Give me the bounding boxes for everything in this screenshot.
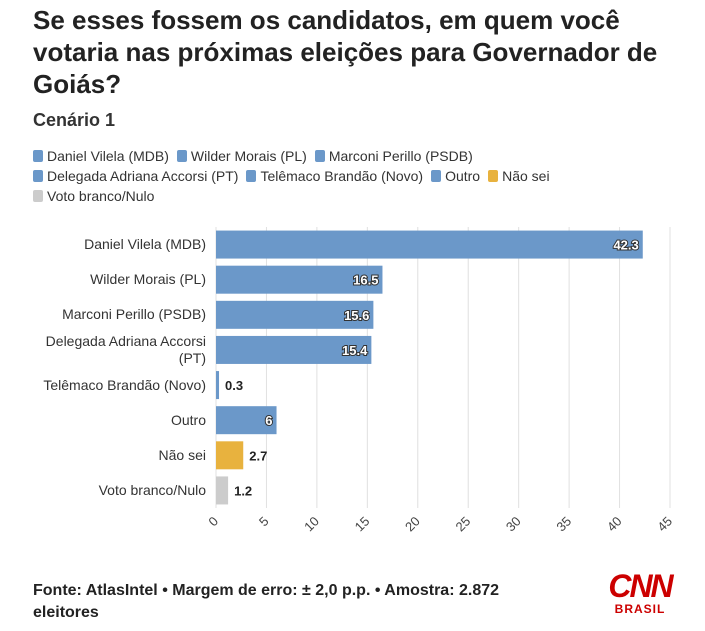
bar (216, 335, 372, 364)
legend-label: Telêmaco Brandão (Novo) (260, 168, 424, 184)
y-tick-label: Wilder Morais (PL) (90, 271, 206, 288)
y-tick-label: Voto branco/Nulo (98, 481, 206, 498)
bar (216, 300, 374, 329)
bar (216, 476, 229, 505)
legend-label: Marconi Perillo (PSDB) (328, 148, 473, 164)
logo: CNN BRASIL (600, 570, 680, 616)
x-tick-label: 25 (453, 514, 474, 535)
value-label: 42.3 (613, 238, 638, 253)
y-tick-label: Não sei (158, 446, 206, 463)
legend-label: Delegada Adriana Accorsi (PT) (47, 168, 239, 184)
x-tick-label: 0 (205, 514, 221, 530)
legend-swatch (33, 170, 43, 182)
legend-item: Voto branco/Nulo (33, 187, 154, 205)
value-label: 6 (265, 413, 272, 428)
x-tick-label: 30 (503, 514, 524, 535)
legend-swatch (33, 150, 43, 162)
legend-label: Wilder Morais (PL) (190, 148, 307, 164)
legend-item: Telêmaco Brandão (Novo) (246, 167, 423, 185)
x-tick-label: 5 (256, 514, 272, 530)
value-label: 16.5 (353, 273, 378, 288)
y-tick-label: Daniel Vilela (MDB) (84, 236, 206, 253)
legend-swatch (314, 150, 325, 162)
legend-item: Daniel Vilela (MDB) (33, 147, 169, 165)
legend-label: Outro (445, 168, 481, 184)
x-tick-label: 10 (301, 514, 322, 535)
legend-label: Daniel Vilela (MDB) (47, 148, 169, 164)
logo-text: CNN (608, 568, 673, 604)
x-tick-label: 45 (654, 514, 675, 535)
bar (216, 406, 277, 435)
chart-subtitle: Cenário 1 (33, 110, 116, 130)
value-label: 15.6 (344, 308, 369, 323)
legend-item: Delegada Adriana Accorsi (PT) (33, 167, 238, 185)
legend-item: Não sei (488, 167, 550, 185)
bar (216, 441, 244, 470)
bar (216, 230, 643, 259)
x-tick-label: 20 (402, 514, 423, 535)
y-tick-label: Delegada Adriana Accorsi (PT) (45, 332, 206, 366)
y-tick-label: Marconi Perillo (PSDB) (62, 306, 206, 323)
legend-label: Não sei (502, 168, 550, 184)
legend-swatch (33, 190, 43, 202)
x-tick-label: 35 (553, 514, 574, 535)
legend: Daniel Vilela (MDB) Wilder Morais (PL) Mar… (33, 147, 593, 205)
x-tick-label: 40 (604, 514, 625, 535)
y-tick-label: Telêmaco Brandão (Novo) (43, 376, 206, 393)
value-label: 15.4 (342, 343, 368, 358)
legend-item: Wilder Morais (PL) (176, 147, 307, 165)
x-tick-label: 15 (352, 514, 373, 535)
legend-swatch (488, 170, 499, 182)
legend-item: Marconi Perillo (PSDB) (314, 147, 473, 165)
bar (216, 371, 220, 400)
legend-swatch (176, 150, 187, 162)
legend-label: Voto branco/Nulo (47, 188, 155, 204)
value-label: 2.7 (249, 448, 267, 463)
legend-swatch (431, 170, 442, 182)
value-label: 0.3 (225, 378, 243, 393)
y-tick-label: Outro (170, 411, 206, 428)
value-label: 1.2 (234, 483, 252, 498)
source-note: Fonte: AtlasIntel • Margem de erro: ± 2,… (33, 582, 500, 621)
logo-subtext: BRASIL (614, 602, 666, 616)
chart-title: Se esses fossem os candidatos, em quem v… (33, 5, 658, 99)
legend-item: Outro (431, 167, 480, 185)
legend-swatch (246, 170, 257, 182)
bar (216, 265, 383, 294)
